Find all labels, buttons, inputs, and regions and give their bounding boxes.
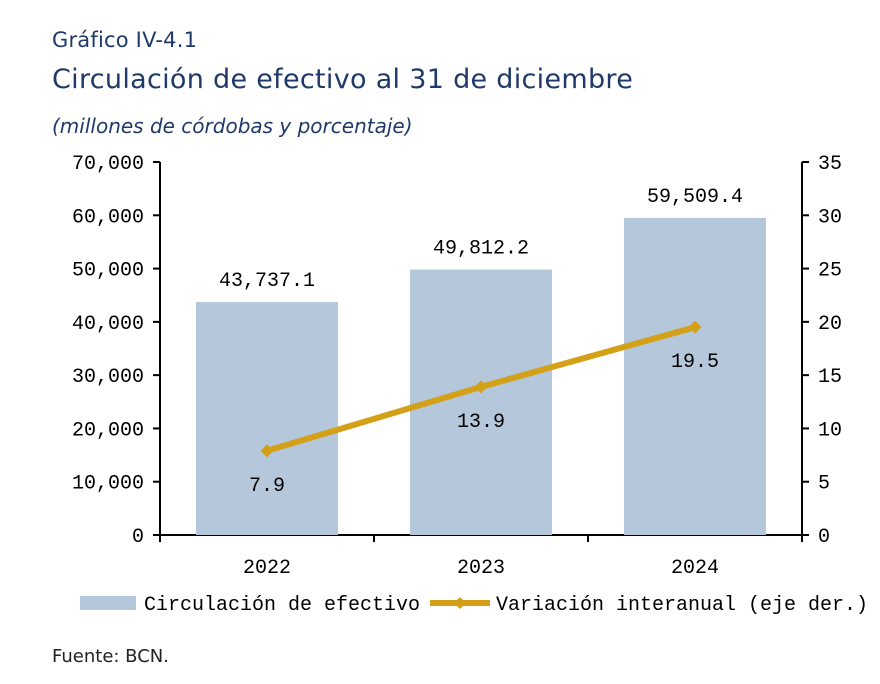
right-tick-label: 10 — [818, 419, 842, 442]
bar-value-label: 43,737.1 — [219, 270, 315, 293]
legend-bar-swatch — [80, 596, 136, 610]
chart-subtitle: (millones de córdobas y porcentaje) — [52, 114, 413, 138]
x-tick-label: 2022 — [243, 557, 291, 580]
right-tick-label: 30 — [818, 206, 842, 229]
right-tick-label: 20 — [818, 313, 842, 336]
legend-line-marker — [454, 597, 466, 609]
right-tick-label: 5 — [818, 473, 830, 496]
bar-value-label: 59,509.4 — [647, 186, 743, 209]
source-note: Fuente: BCN. — [52, 646, 169, 667]
line-value-label: 7.9 — [249, 475, 285, 498]
line-series — [260, 320, 702, 458]
x-tick-label: 2024 — [671, 557, 719, 580]
right-tick-label: 35 — [818, 153, 842, 176]
x-tick-label: 2023 — [457, 557, 505, 580]
legend-bar-label: Circulación de efectivo — [144, 594, 420, 617]
left-tick-label: 40,000 — [72, 313, 144, 336]
left-tick-label: 10,000 — [72, 473, 144, 496]
left-tick-label: 0 — [132, 526, 144, 549]
line-value-label: 19.5 — [671, 351, 719, 374]
right-tick-label: 0 — [818, 526, 830, 549]
legend: Circulación de efectivo Variación interan… — [80, 594, 868, 617]
chart-title: Circulación de efectivo al 31 de diciemb… — [52, 64, 634, 95]
chart-number: Gráfico IV-4.1 — [52, 28, 198, 52]
left-tick-label: 70,000 — [72, 153, 144, 176]
left-tick-label: 50,000 — [72, 260, 144, 283]
bar — [624, 217, 766, 536]
line-point — [474, 380, 488, 394]
right-tick-label: 25 — [818, 260, 842, 283]
line-point — [260, 444, 274, 458]
bar — [196, 301, 338, 535]
right-tick-label: 15 — [818, 366, 842, 389]
legend-line-label: Variación interanual (eje der.) — [496, 594, 868, 617]
bar-series — [196, 217, 766, 536]
data-labels: 43,737.1 49,812.2 59,509.4 7.9 13.9 19.5 — [219, 186, 743, 498]
bar-value-label: 49,812.2 — [433, 238, 529, 261]
line-value-label: 13.9 — [457, 411, 505, 434]
left-tick-label: 30,000 — [72, 366, 144, 389]
line-point — [688, 320, 702, 334]
left-tick-label: 60,000 — [72, 206, 144, 229]
left-tick-label: 20,000 — [72, 419, 144, 442]
